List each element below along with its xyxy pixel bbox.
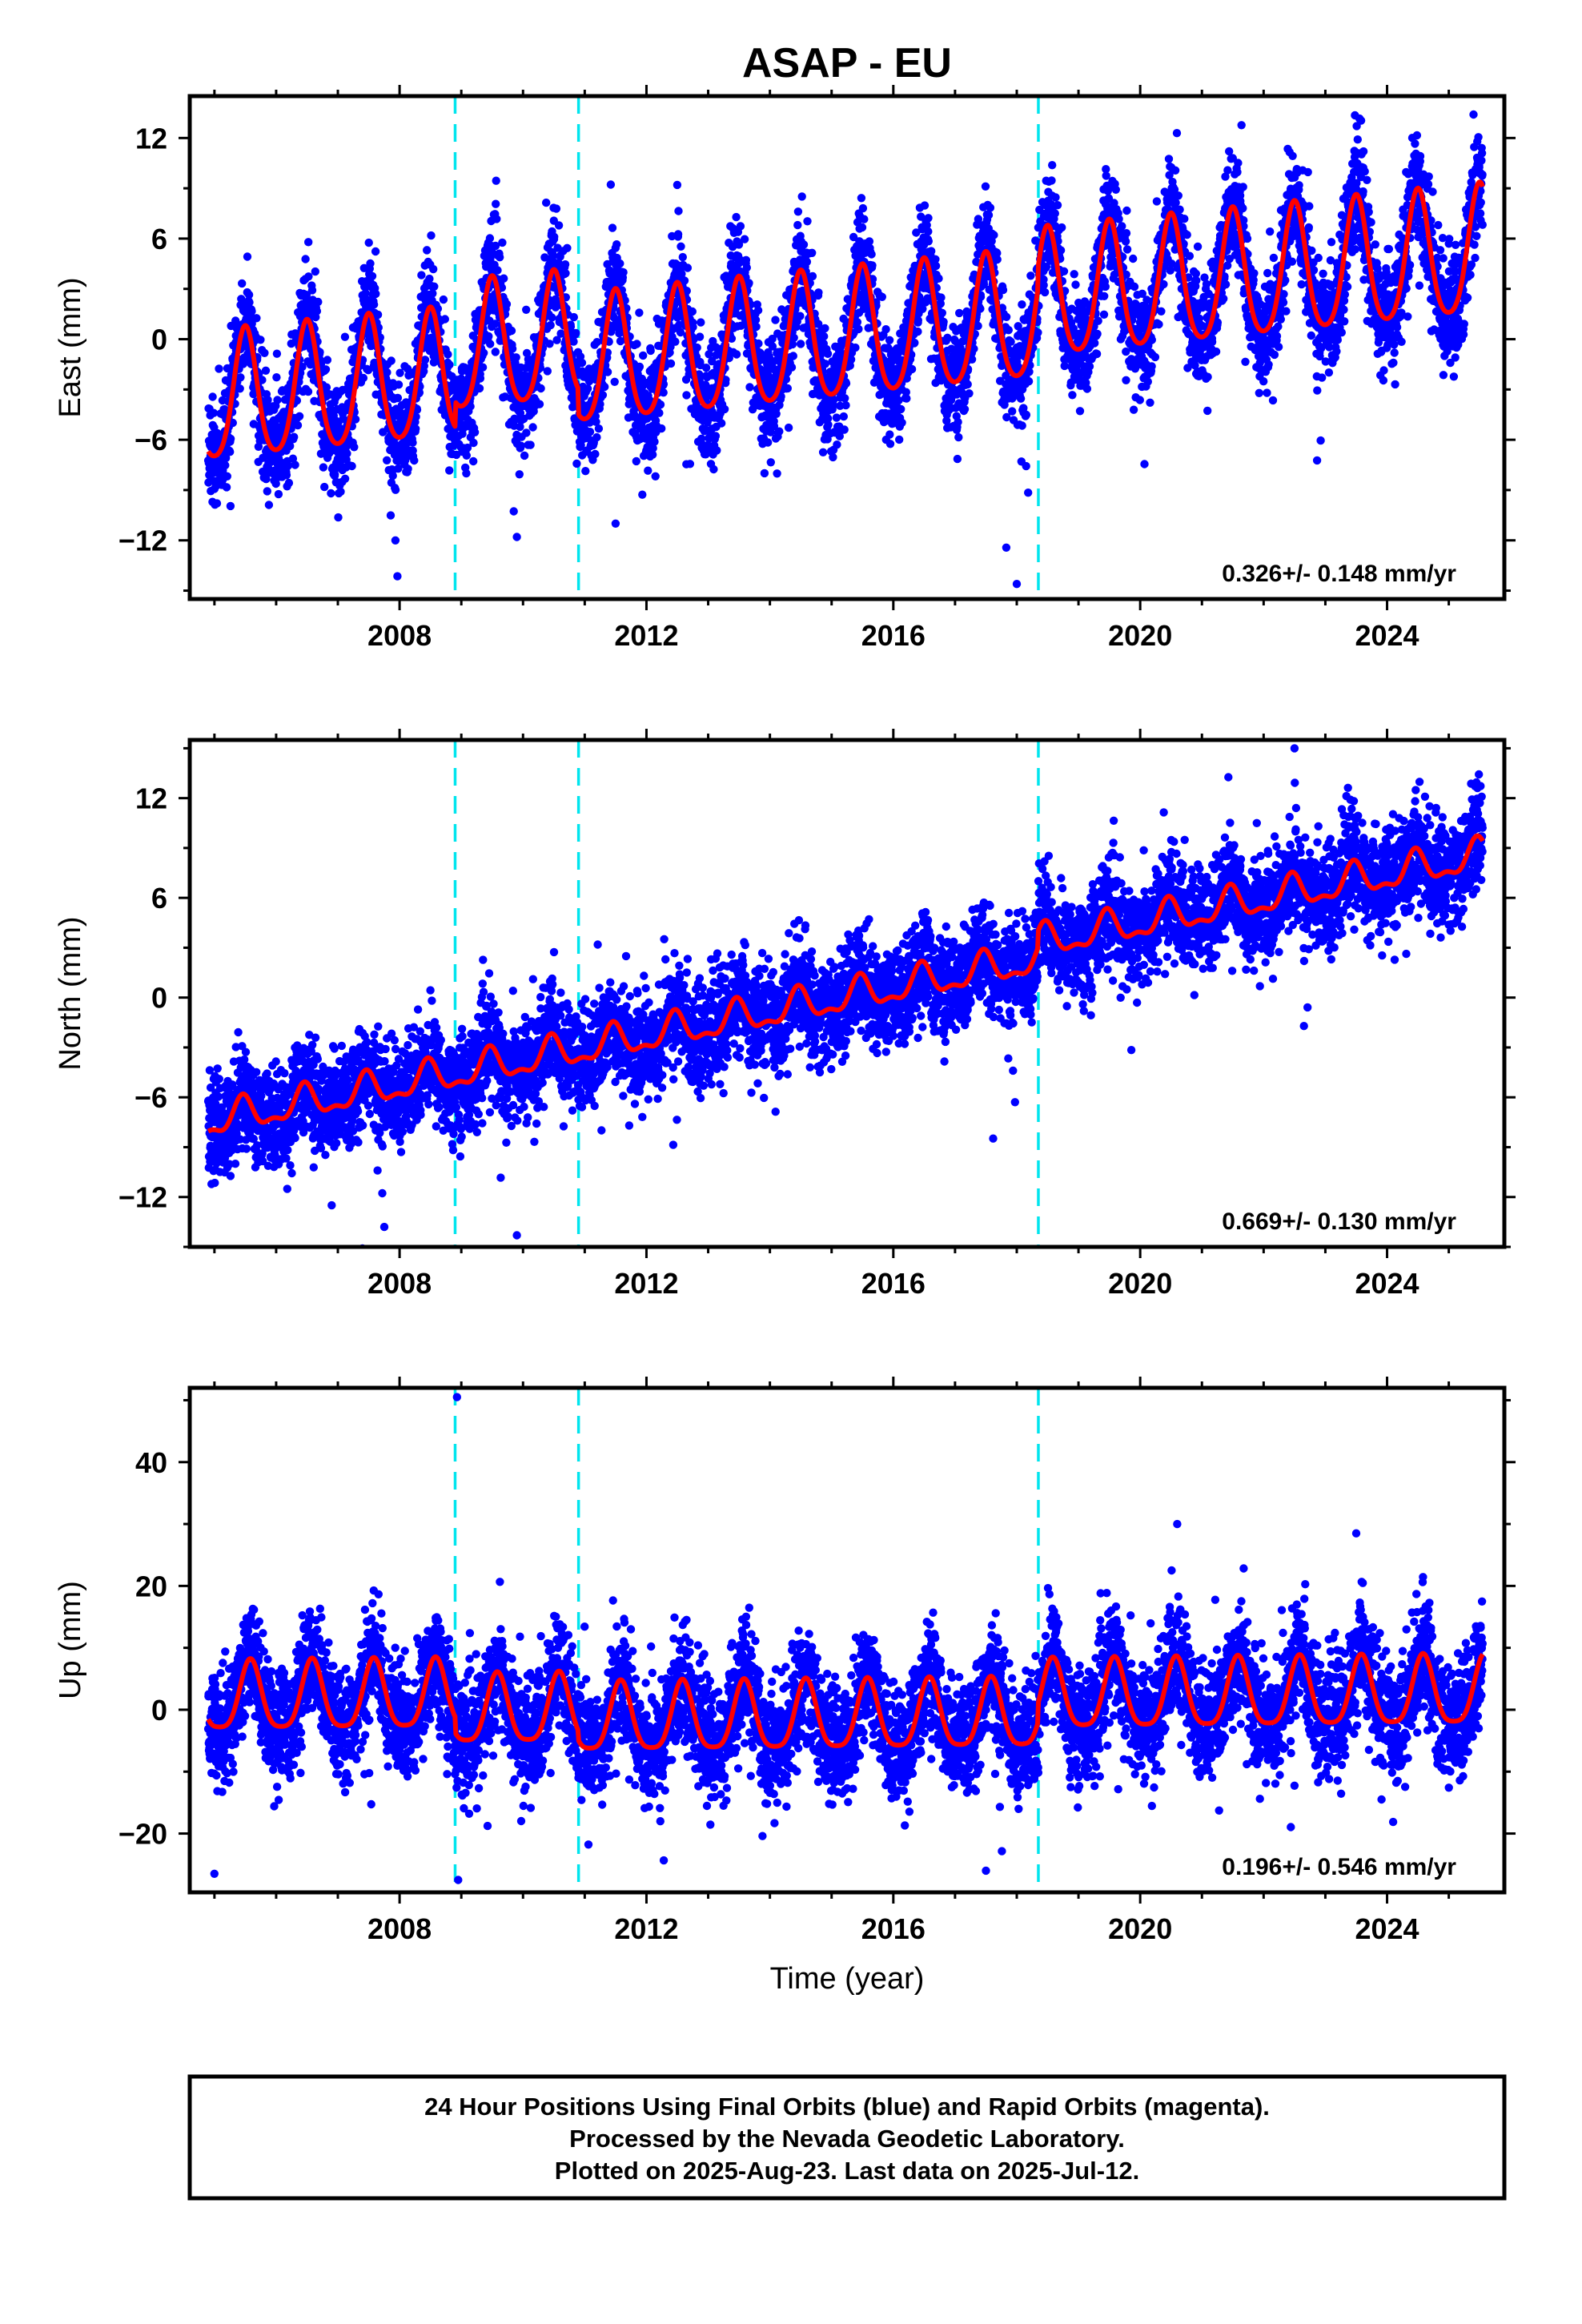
- x-tick-label: 2016: [861, 1912, 926, 1945]
- y-tick-label: −20: [118, 1818, 167, 1851]
- x-tick-label: 2020: [1108, 619, 1172, 652]
- y-axis-label: Up (mm): [54, 1581, 87, 1699]
- y-tick-label: 12: [135, 122, 167, 155]
- x-tick-label: 2020: [1108, 1912, 1172, 1945]
- y-tick-label: 0: [151, 982, 167, 1015]
- y-tick-label: −12: [118, 1181, 167, 1214]
- y-tick-label: 6: [151, 223, 167, 255]
- velocity-rate-label: 0.196+/- 0.546 mm/yr: [1222, 1854, 1456, 1880]
- velocity-rate-label: 0.326+/- 0.148 mm/yr: [1222, 561, 1456, 587]
- x-tick-label: 2016: [861, 1267, 926, 1300]
- x-tick-label: 2012: [614, 1912, 678, 1945]
- y-tick-label: −6: [135, 1081, 167, 1114]
- x-tick-label: 2008: [367, 619, 432, 652]
- y-tick-label: 0: [151, 1694, 167, 1727]
- x-tick-label: 2012: [614, 619, 678, 652]
- y-axis-label: East (mm): [54, 277, 87, 417]
- x-tick-label: 2020: [1108, 1267, 1172, 1300]
- y-tick-label: −6: [135, 424, 167, 456]
- y-tick-label: 20: [135, 1570, 167, 1602]
- x-tick-label: 2012: [614, 1267, 678, 1300]
- y-tick-label: 0: [151, 324, 167, 356]
- velocity-rate-label: 0.669+/- 0.130 mm/yr: [1222, 1208, 1456, 1235]
- y-tick-label: 40: [135, 1446, 167, 1479]
- footer-line-3: Plotted on 2025-Aug-23. Last data on 202…: [555, 2157, 1139, 2185]
- up-panel: 2008 2012 2016 2020 2024 −20 0 20 40 Up (mm) 0.196…: [54, 1377, 1516, 1996]
- north-panel: 2008 2012 2016 2020 2024 −12 −6 0 6 12 North (mm) 0…: [54, 729, 1516, 1300]
- x-tick-label: 2008: [367, 1267, 432, 1300]
- y-tick-label: 6: [151, 882, 167, 915]
- x-axis-label: Time (year): [770, 1962, 925, 1996]
- y-axis-label: North (mm): [54, 916, 87, 1070]
- x-tick-label: 2024: [1355, 1267, 1419, 1300]
- y-tick-label: 12: [135, 782, 167, 815]
- x-tick-label: 2016: [861, 619, 926, 652]
- footer-line-1: 24 Hour Positions Using Final Orbits (bl…: [424, 2093, 1270, 2121]
- x-tick-label: 2024: [1355, 1912, 1419, 1945]
- footer-box: 24 Hour Positions Using Final Orbits (bl…: [190, 2077, 1504, 2198]
- east-panel: 2008 2012 2016 2020 2024 −12 −6 0 6 12 East (mm) 0.…: [54, 85, 1516, 652]
- x-tick-label: 2024: [1355, 619, 1419, 652]
- x-tick-label: 2008: [367, 1912, 432, 1945]
- y-tick-label: −12: [118, 525, 167, 557]
- footer-line-2: Processed by the Nevada Geodetic Laborat…: [569, 2125, 1125, 2153]
- chart-title: ASAP - EU: [742, 40, 952, 86]
